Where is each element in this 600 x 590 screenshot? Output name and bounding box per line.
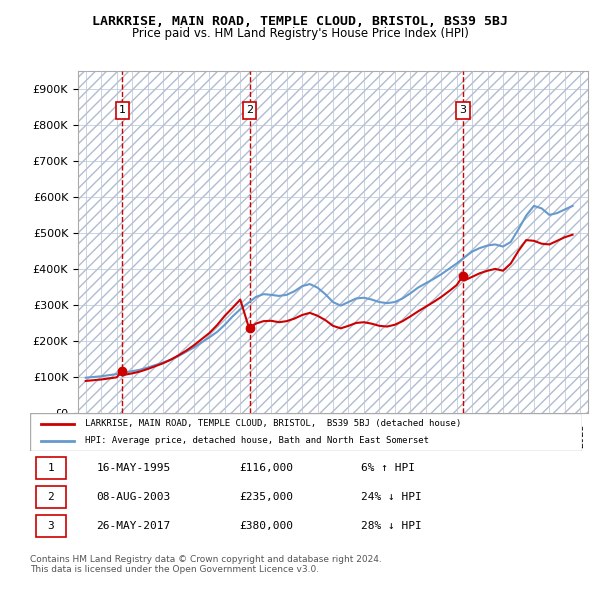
Text: 28% ↓ HPI: 28% ↓ HPI: [361, 522, 422, 532]
Text: 16-MAY-1995: 16-MAY-1995: [96, 463, 170, 473]
Text: Contains HM Land Registry data © Crown copyright and database right 2024.
This d: Contains HM Land Registry data © Crown c…: [30, 555, 382, 574]
Text: LARKRISE, MAIN ROAD, TEMPLE CLOUD, BRISTOL,  BS39 5BJ (detached house): LARKRISE, MAIN ROAD, TEMPLE CLOUD, BRIST…: [85, 419, 461, 428]
Text: 2: 2: [246, 106, 253, 116]
Text: 3: 3: [47, 522, 54, 532]
Text: £235,000: £235,000: [240, 492, 294, 502]
FancyBboxPatch shape: [35, 457, 66, 479]
Text: £116,000: £116,000: [240, 463, 294, 473]
FancyBboxPatch shape: [30, 413, 582, 451]
Text: 6% ↑ HPI: 6% ↑ HPI: [361, 463, 415, 473]
Text: LARKRISE, MAIN ROAD, TEMPLE CLOUD, BRISTOL, BS39 5BJ: LARKRISE, MAIN ROAD, TEMPLE CLOUD, BRIST…: [92, 15, 508, 28]
Text: 1: 1: [119, 106, 126, 116]
Text: Price paid vs. HM Land Registry's House Price Index (HPI): Price paid vs. HM Land Registry's House …: [131, 27, 469, 40]
Text: 24% ↓ HPI: 24% ↓ HPI: [361, 492, 422, 502]
Text: 3: 3: [460, 106, 466, 116]
FancyBboxPatch shape: [35, 486, 66, 508]
Text: 1: 1: [47, 463, 54, 473]
Text: 08-AUG-2003: 08-AUG-2003: [96, 492, 170, 502]
Text: 2: 2: [47, 492, 54, 502]
Text: 26-MAY-2017: 26-MAY-2017: [96, 522, 170, 532]
Text: £380,000: £380,000: [240, 522, 294, 532]
FancyBboxPatch shape: [35, 516, 66, 537]
Text: HPI: Average price, detached house, Bath and North East Somerset: HPI: Average price, detached house, Bath…: [85, 436, 429, 445]
